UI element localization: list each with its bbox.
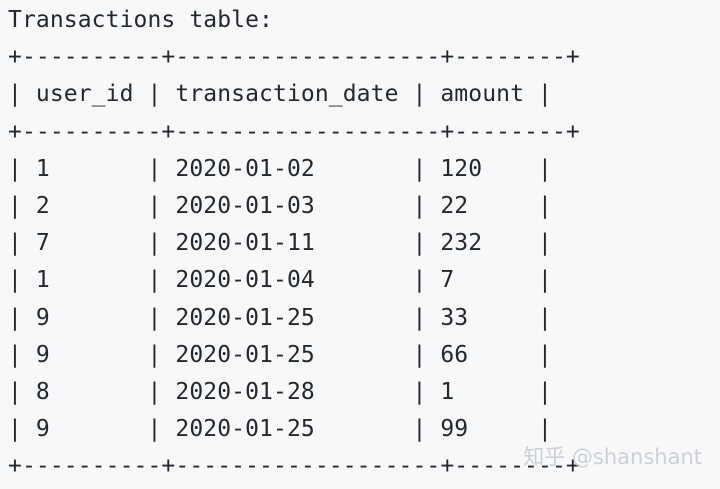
- table-row: | 2 | 2020-01-03 | 22 |: [8, 192, 552, 219]
- table-row: | 9 | 2020-01-25 | 66 |: [8, 341, 552, 368]
- table-row: | 7 | 2020-01-11 | 232 |: [8, 230, 552, 257]
- table-header-border: +----------+-------------------+--------…: [8, 118, 580, 145]
- table-row: | 8 | 2020-01-28 | 1 |: [8, 378, 552, 405]
- table-row: | 9 | 2020-01-25 | 33 |: [8, 304, 552, 331]
- table-row: | 9 | 2020-01-25 | 99 |: [8, 416, 552, 443]
- table-top-border: +----------+-------------------+--------…: [8, 44, 580, 71]
- table-row: | 1 | 2020-01-02 | 120 |: [8, 155, 552, 182]
- table-header-row: | user_id | transaction_date | amount |: [8, 81, 552, 108]
- table-title: Transactions table:: [8, 7, 273, 33]
- table-bottom-border: +----------+-------------------+--------…: [8, 453, 580, 480]
- transactions-code-block: Transactions table: +----------+---------…: [8, 2, 580, 485]
- zhihu-watermark: 知乎 @shanshant: [523, 445, 702, 469]
- table-row: | 1 | 2020-01-04 | 7 |: [8, 267, 552, 294]
